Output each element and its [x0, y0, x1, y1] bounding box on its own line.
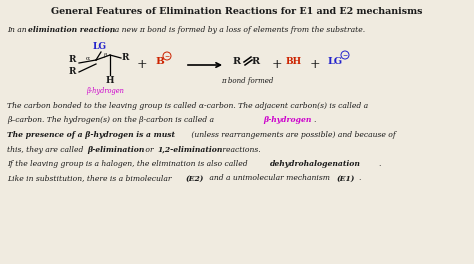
Text: β-hydrogen: β-hydrogen — [86, 87, 124, 95]
Text: −: − — [342, 52, 347, 57]
Text: R: R — [69, 68, 76, 77]
Text: +: + — [137, 58, 147, 70]
Text: LG: LG — [93, 42, 107, 51]
Text: , a new π bond is formed by a loss of elements from the substrate.: , a new π bond is formed by a loss of el… — [110, 26, 365, 34]
Text: +: + — [272, 58, 283, 70]
Text: If the leaving group is a halogen, the elimination is also called: If the leaving group is a halogen, the e… — [7, 160, 250, 168]
Text: .: . — [358, 175, 360, 182]
Text: Like in substitution, there is a bimolecular: Like in substitution, there is a bimolec… — [7, 175, 174, 182]
Text: +: + — [310, 58, 320, 70]
Text: (E2): (E2) — [186, 175, 204, 182]
Text: R: R — [233, 57, 241, 66]
Text: .: . — [313, 116, 315, 125]
Text: (E1): (E1) — [337, 175, 356, 182]
Text: H: H — [106, 76, 114, 85]
Text: B: B — [155, 57, 164, 66]
Text: (unless rearrangements are possible) and because of: (unless rearrangements are possible) and… — [189, 131, 396, 139]
Text: LG: LG — [328, 57, 343, 66]
Text: −: − — [164, 54, 170, 59]
Text: β: β — [103, 53, 107, 58]
Text: .: . — [378, 160, 380, 168]
Text: reactions.: reactions. — [220, 145, 261, 153]
Text: π bond formed: π bond formed — [221, 77, 273, 85]
Text: α: α — [86, 56, 90, 61]
Text: In an: In an — [7, 26, 29, 34]
Text: β-elimination: β-elimination — [87, 145, 145, 153]
Text: 1,2-elimination: 1,2-elimination — [158, 145, 223, 153]
Text: β-hydrogen: β-hydrogen — [263, 116, 311, 125]
Text: R: R — [69, 55, 76, 64]
Text: dehydrohalogenation: dehydrohalogenation — [270, 160, 361, 168]
Text: β–carbon. The hydrogen(s) on the β-carbon is called a: β–carbon. The hydrogen(s) on the β-carbo… — [7, 116, 216, 125]
Text: elimination reaction: elimination reaction — [28, 26, 115, 34]
Text: The carbon bonded to the leaving group is called α-carbon. The adjacent carbon(s: The carbon bonded to the leaving group i… — [7, 102, 368, 110]
Text: and a unimolecular mechanism: and a unimolecular mechanism — [207, 175, 332, 182]
Text: BH: BH — [286, 57, 302, 66]
Text: General Features of Elimination Reactions for E1 and E2 mechanisms: General Features of Elimination Reaction… — [51, 7, 423, 16]
Text: R: R — [252, 57, 260, 66]
Text: The presence of a β-hydrogen is a must: The presence of a β-hydrogen is a must — [7, 131, 175, 139]
Text: R: R — [122, 53, 129, 62]
Text: this, they are called: this, they are called — [7, 145, 86, 153]
Text: or: or — [143, 145, 156, 153]
